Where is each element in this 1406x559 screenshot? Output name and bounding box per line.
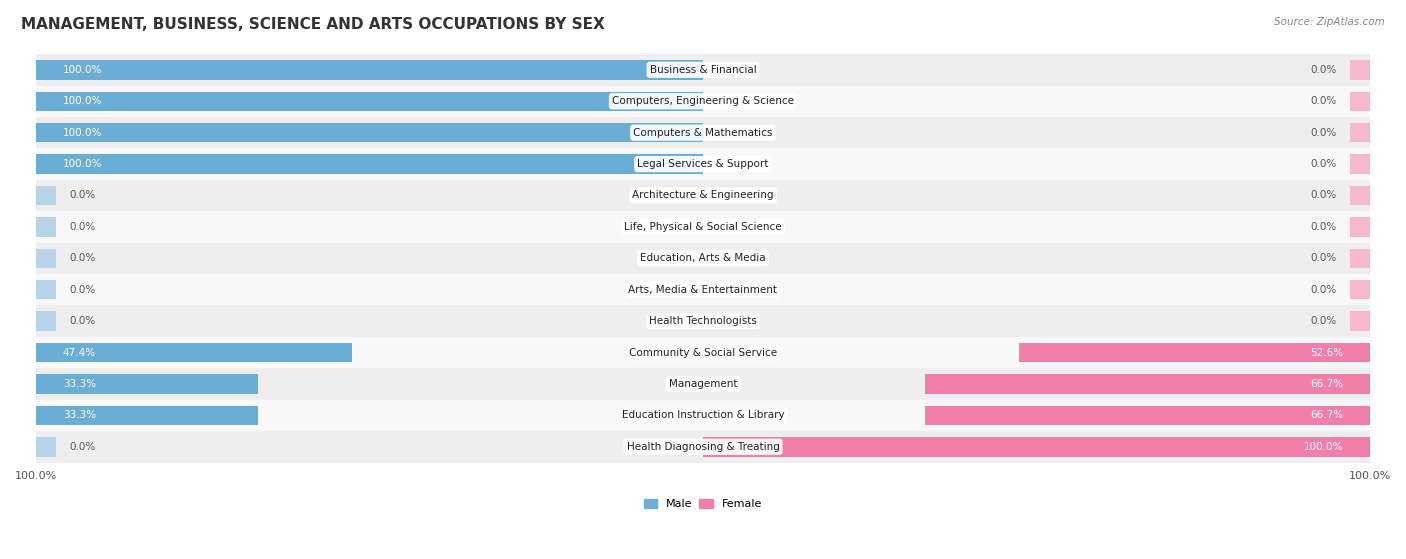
Bar [1350, 154, 1369, 174]
Bar [37, 406, 259, 425]
Text: 66.7%: 66.7% [1310, 410, 1343, 420]
Bar [1350, 217, 1369, 236]
Bar [37, 274, 1369, 305]
Text: 0.0%: 0.0% [69, 222, 96, 232]
Text: Education Instruction & Library: Education Instruction & Library [621, 410, 785, 420]
Text: Architecture & Engineering: Architecture & Engineering [633, 191, 773, 201]
Text: Education, Arts & Media: Education, Arts & Media [640, 253, 766, 263]
Bar [1350, 123, 1369, 143]
Bar [37, 437, 56, 457]
Bar [1350, 92, 1369, 111]
Text: 0.0%: 0.0% [69, 442, 96, 452]
Text: 100.0%: 100.0% [63, 159, 103, 169]
Text: Life, Physical & Social Science: Life, Physical & Social Science [624, 222, 782, 232]
Text: 33.3%: 33.3% [63, 410, 96, 420]
Bar [37, 54, 1369, 86]
Bar [1019, 343, 1369, 362]
Text: 0.0%: 0.0% [1310, 65, 1337, 75]
Bar [925, 374, 1369, 394]
Text: Computers, Engineering & Science: Computers, Engineering & Science [612, 96, 794, 106]
Text: 0.0%: 0.0% [69, 316, 96, 326]
Bar [37, 123, 703, 143]
Bar [37, 217, 56, 236]
Text: 66.7%: 66.7% [1310, 379, 1343, 389]
Text: 0.0%: 0.0% [1310, 222, 1337, 232]
Text: Health Technologists: Health Technologists [650, 316, 756, 326]
Text: Computers & Mathematics: Computers & Mathematics [633, 127, 773, 138]
Text: 0.0%: 0.0% [1310, 253, 1337, 263]
Bar [37, 92, 703, 111]
Text: Health Diagnosing & Treating: Health Diagnosing & Treating [627, 442, 779, 452]
Text: Source: ZipAtlas.com: Source: ZipAtlas.com [1274, 17, 1385, 27]
Text: 33.3%: 33.3% [63, 379, 96, 389]
Text: 100.0%: 100.0% [63, 96, 103, 106]
Bar [37, 249, 56, 268]
Text: 0.0%: 0.0% [1310, 127, 1337, 138]
Text: 0.0%: 0.0% [1310, 316, 1337, 326]
Bar [37, 374, 259, 394]
Bar [37, 186, 56, 205]
Bar [925, 406, 1369, 425]
Text: 0.0%: 0.0% [69, 253, 96, 263]
Text: 0.0%: 0.0% [69, 191, 96, 201]
Text: MANAGEMENT, BUSINESS, SCIENCE AND ARTS OCCUPATIONS BY SEX: MANAGEMENT, BUSINESS, SCIENCE AND ARTS O… [21, 17, 605, 32]
Bar [37, 180, 1369, 211]
Bar [37, 148, 1369, 180]
Bar [37, 154, 703, 174]
Bar [1350, 60, 1369, 79]
Bar [37, 243, 1369, 274]
Legend: Male, Female: Male, Female [640, 494, 766, 514]
Text: Community & Social Service: Community & Social Service [628, 348, 778, 358]
Bar [703, 437, 1369, 457]
Text: 100.0%: 100.0% [63, 65, 103, 75]
Bar [37, 311, 56, 331]
Text: Management: Management [669, 379, 737, 389]
Bar [1350, 280, 1369, 300]
Text: 0.0%: 0.0% [1310, 285, 1337, 295]
Bar [37, 117, 1369, 148]
Bar [37, 368, 1369, 400]
Text: Arts, Media & Entertainment: Arts, Media & Entertainment [628, 285, 778, 295]
Bar [1350, 186, 1369, 205]
Text: Business & Financial: Business & Financial [650, 65, 756, 75]
Bar [37, 305, 1369, 337]
Bar [37, 337, 1369, 368]
Text: 0.0%: 0.0% [1310, 191, 1337, 201]
Text: 0.0%: 0.0% [1310, 96, 1337, 106]
Text: 47.4%: 47.4% [63, 348, 96, 358]
Bar [37, 431, 1369, 462]
Bar [37, 343, 353, 362]
Bar [37, 211, 1369, 243]
Bar [37, 60, 703, 79]
Text: 100.0%: 100.0% [63, 127, 103, 138]
Bar [37, 86, 1369, 117]
Bar [37, 400, 1369, 431]
Bar [1350, 249, 1369, 268]
Text: 0.0%: 0.0% [1310, 159, 1337, 169]
Text: 100.0%: 100.0% [1303, 442, 1343, 452]
Text: 52.6%: 52.6% [1310, 348, 1343, 358]
Text: Legal Services & Support: Legal Services & Support [637, 159, 769, 169]
Text: 0.0%: 0.0% [69, 285, 96, 295]
Bar [37, 280, 56, 300]
Bar [1350, 311, 1369, 331]
